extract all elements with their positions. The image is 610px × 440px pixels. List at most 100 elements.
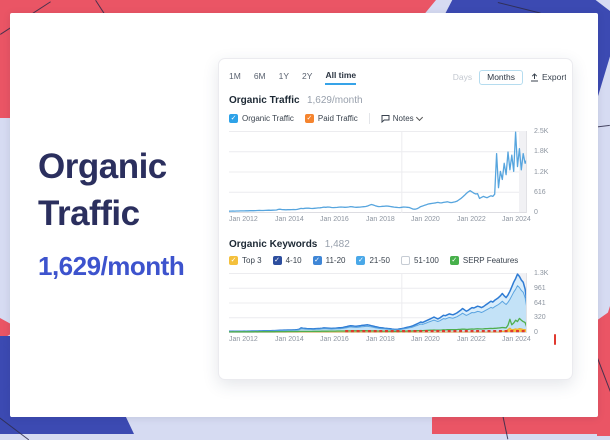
notes-icon (381, 114, 390, 123)
tab-2y[interactable]: 2Y (302, 70, 313, 81)
days-toggle[interactable]: Days (452, 72, 473, 82)
export-icon (531, 72, 538, 81)
check-icon: ✓ (230, 256, 237, 264)
keywords-legend: ✓ Top 3 ✓ 4-10 ✓ 11-20 ✓ 21-50 51-100 ✓ … (229, 254, 562, 266)
x-axis-label: Jan 2012 (229, 336, 258, 343)
x-axis: Jan 2012 Jan 2014 Jan 2016 Jan 2018 Jan 2020… (229, 216, 531, 227)
chart-canvas (229, 131, 527, 213)
traffic-value: 1,629/month (306, 95, 363, 106)
x-axis-label: Jan 2014 (275, 336, 304, 343)
legend-serp-features[interactable]: ✓ SERP Features (449, 255, 519, 265)
checkbox-organic-traffic: ✓ (229, 113, 238, 123)
legend-divider (368, 112, 370, 124)
x-axis-label: Jan 2022 (457, 336, 486, 343)
content-panel: Organic Traffic 1,629/month 1M 6M 1Y 2Y … (10, 13, 598, 417)
legend-4-10[interactable]: ✓ 4-10 (272, 255, 302, 265)
hero-title-line2: Traffic (38, 194, 140, 233)
chart-plot (229, 273, 527, 333)
x-axis-label: Jan 2020 (411, 336, 440, 343)
chart-canvas (229, 273, 527, 333)
check-icon: ✓ (314, 256, 321, 264)
traffic-legend: ✓ Organic Traffic ✓ Paid Traffic Notes (229, 112, 562, 124)
tab-1y[interactable]: 1Y (278, 70, 290, 81)
organic-traffic-chart: 2.5K 1.8K 1.2K 616 0 Jan 2012 Jan 2014 Jan 201… (229, 128, 562, 227)
x-axis-label: Jan 2020 (411, 216, 440, 223)
checkbox-51-100 (400, 255, 410, 265)
x-axis-label: Jan 2018 (366, 336, 395, 343)
legend-label: Paid Traffic (317, 113, 358, 123)
legend-label: SERP Features (462, 255, 519, 265)
y-axis-label: 320 (534, 314, 546, 322)
legend-paid-traffic[interactable]: ✓ Paid Traffic (304, 113, 358, 123)
y-axis-label: 0 (534, 329, 538, 336)
x-axis-label: Jan 2024 (502, 336, 531, 343)
check-icon: ✓ (451, 256, 458, 264)
time-range-tabs: 1M 6M 1Y 2Y All time (229, 70, 357, 85)
y-axis-label: 641 (534, 299, 546, 307)
legend-label: 21-50 (369, 255, 390, 265)
keywords-title: Organic Keywords (229, 239, 318, 250)
chevron-down-icon (415, 113, 423, 121)
y-axis: 2.5K 1.8K 1.2K 616 0 (527, 128, 559, 216)
chart-plot (229, 131, 527, 213)
border-shape-bottom-blue-bar (0, 417, 134, 434)
y-axis-label: 1.2K (534, 168, 549, 176)
x-axis-label: Jan 2024 (502, 216, 531, 223)
legend-11-20[interactable]: ✓ 11-20 (312, 255, 346, 265)
legend-21-50[interactable]: ✓ 21-50 (356, 255, 390, 265)
x-axis: Jan 2012 Jan 2014 Jan 2016 Jan 2018 Jan 2020… (229, 336, 531, 347)
check-icon: ✓ (306, 114, 313, 122)
legend-label: 11-20 (325, 255, 346, 265)
legend-51-100[interactable]: 51-100 (400, 255, 439, 265)
tab-6m[interactable]: 6M (253, 70, 266, 81)
toolbar-right: Days Months Export (452, 69, 566, 85)
hero-title: Organic Traffic (38, 143, 184, 237)
x-axis-label: Jan 2016 (320, 336, 349, 343)
checkbox-21-50: ✓ (356, 255, 366, 265)
legend-label: 4-10 (285, 255, 302, 265)
tab-1m[interactable]: 1M (229, 70, 241, 81)
analytics-card: 1M 6M 1Y 2Y All time Days Months Export … (218, 58, 573, 380)
legend-label: 51-100 (413, 255, 439, 265)
legend-organic-traffic[interactable]: ✓ Organic Traffic (229, 113, 294, 123)
x-axis-label: Jan 2018 (366, 216, 395, 223)
border-shape-left-red-sliver (0, 318, 10, 340)
y-axis-label: 961 (534, 284, 546, 292)
months-toggle[interactable]: Months (479, 69, 523, 85)
hero-value: 1,629/month (38, 251, 185, 281)
notes-indicator[interactable] (554, 334, 556, 345)
keywords-section-header: Organic Keywords 1,482 (229, 239, 562, 250)
notes-button[interactable]: Notes (381, 113, 423, 123)
check-icon: ✓ (230, 114, 237, 122)
checkbox-11-20: ✓ (312, 255, 322, 265)
traffic-section-header: Organic Traffic 1,629/month (229, 95, 562, 106)
border-shape-top-right-blue (444, 0, 610, 16)
x-axis-label: Jan 2014 (275, 216, 304, 223)
checkbox-paid-traffic: ✓ (304, 113, 314, 123)
export-button[interactable]: Export (530, 72, 566, 82)
checkbox-4-10: ✓ (272, 255, 282, 265)
border-shape-right-blue (596, 8, 610, 96)
checkbox-top-3: ✓ (229, 255, 238, 265)
tab-all-time[interactable]: All time (325, 70, 357, 85)
y-axis: 1.3K 961 641 320 0 (527, 270, 559, 336)
export-label: Export (542, 72, 566, 82)
toolbar: 1M 6M 1Y 2Y All time Days Months Export (229, 68, 566, 86)
x-axis-label: Jan 2022 (457, 216, 486, 223)
traffic-title: Organic Traffic (229, 95, 300, 106)
hero-block: Organic Traffic 1,629/month (38, 143, 185, 282)
x-axis-label: Jan 2012 (229, 216, 258, 223)
legend-label: Organic Traffic (242, 113, 294, 123)
y-axis-label: 0 (534, 209, 538, 216)
legend-label: Top 3 (242, 255, 262, 265)
y-axis-label: 616 (534, 188, 546, 196)
checkbox-serp-features: ✓ (449, 255, 459, 265)
legend-top-3[interactable]: ✓ Top 3 (229, 255, 262, 265)
check-icon: ✓ (358, 256, 364, 264)
x-axis-label: Jan 2016 (320, 216, 349, 223)
organic-keywords-chart: 1.3K 961 641 320 0 Jan 2012 Jan 2014 Jan 2016 J… (229, 270, 562, 347)
y-axis-label: 2.5K (534, 128, 549, 135)
y-axis-label: 1.3K (534, 270, 549, 277)
hero-title-line1: Organic (38, 147, 167, 186)
